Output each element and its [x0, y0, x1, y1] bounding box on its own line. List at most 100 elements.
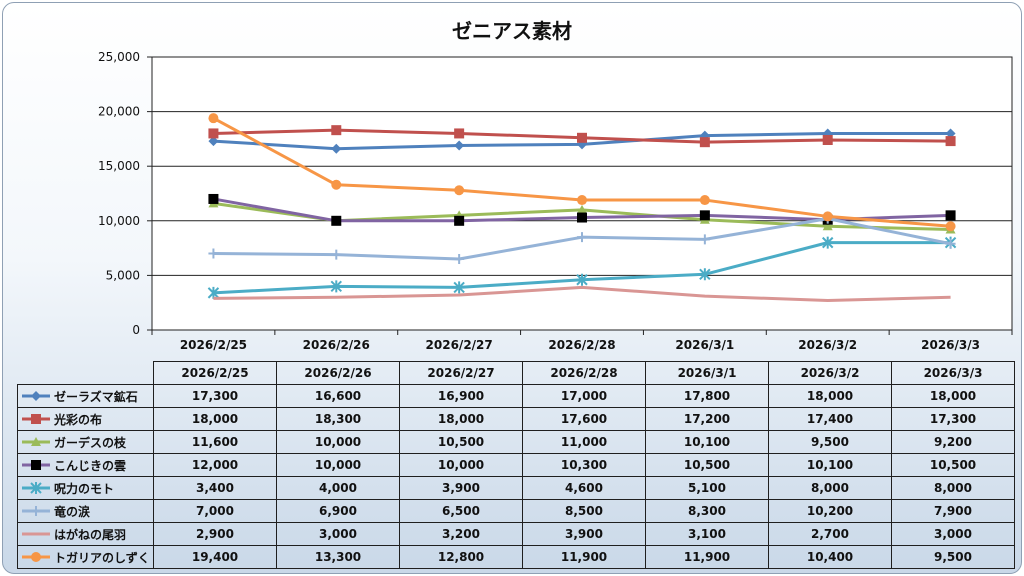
legend-key: [22, 482, 50, 494]
table-cell: 6,900: [276, 499, 400, 523]
series-name: 光彩の布: [54, 412, 103, 427]
table-cell: 10,500: [399, 430, 523, 454]
legend-key: [22, 460, 50, 470]
legend-key: [22, 391, 50, 401]
data-point: [31, 506, 41, 516]
legend-key: [22, 506, 50, 516]
data-point: [331, 179, 342, 190]
table-cell: 10,000: [276, 453, 400, 477]
legend-entry: こんじきの雲: [17, 453, 154, 477]
table-cell: 8,000: [891, 476, 1015, 500]
x-tick-label: 2026/2/26: [303, 338, 370, 352]
data-point: [208, 128, 219, 139]
table-cell: 2,900: [153, 522, 277, 546]
table-cell: 12,000: [153, 453, 277, 477]
table-cell: 17,800: [645, 384, 769, 408]
table-cell: 8,300: [645, 499, 769, 523]
legend-entry: 呪力のモト: [17, 476, 154, 500]
data-point: [208, 193, 219, 204]
data-point: [945, 238, 956, 249]
table-cell: 11,900: [645, 545, 769, 569]
series-7: [213, 285, 951, 303]
table-cell: 3,100: [645, 522, 769, 546]
data-point: [454, 140, 465, 151]
table-cell: 17,300: [891, 407, 1015, 431]
table-cell: 3,400: [153, 476, 277, 500]
y-tick-label: 5,000: [106, 268, 140, 282]
series-2: [208, 125, 956, 148]
data-point: [945, 210, 956, 221]
data-point: [453, 281, 465, 294]
data-point: [822, 236, 834, 249]
table-cell: 10,400: [768, 545, 892, 569]
data-point: [577, 212, 587, 223]
data-point: [208, 136, 219, 147]
data-point: [454, 185, 465, 196]
data-point: [945, 221, 956, 232]
chart-title: ゼニアス素材: [452, 19, 572, 43]
data-point: [331, 215, 342, 226]
table-cell: 11,000: [522, 430, 646, 454]
series-name: こんじきの雲: [54, 458, 127, 473]
data-point: [822, 134, 833, 145]
table-cell: 5,100: [645, 476, 769, 500]
data-table-header: 2026/2/25 2026/2/26 2026/2/27 2026/2/28 2026…: [17, 361, 1015, 385]
y-tick-label: 0: [132, 323, 140, 337]
table-cell: 10,200: [768, 499, 892, 523]
table-cell: 18,000: [399, 407, 523, 431]
table-cell: 18,000: [891, 384, 1015, 408]
data-table-corner: [17, 361, 154, 385]
data-point: [577, 195, 587, 206]
x-tick-label: 2026/2/28: [548, 338, 615, 352]
table-row: こんじきの雲 12,000 10,000 10,000 10,300 10,500 10,1…: [17, 453, 1015, 477]
data-point: [945, 128, 956, 139]
data-point: [31, 437, 41, 446]
data-point: [822, 221, 833, 231]
table-cell: 10,100: [645, 430, 769, 454]
legend-key: [22, 552, 50, 562]
y-tick-label: 20,000: [98, 105, 140, 119]
data-point: [454, 254, 465, 265]
y-tick-label: 10,000: [98, 214, 140, 228]
table-cell: 7,000: [153, 499, 277, 523]
chart-plot: 0 5,000 10,000 15,000 20,000 25,000 2026/2/25 2…: [98, 50, 1013, 352]
legend-entry: 竜の涙: [17, 499, 154, 523]
table-cell: 8,500: [522, 499, 646, 523]
table-cell: 11,600: [153, 430, 277, 454]
table-cell: 3,000: [891, 522, 1015, 546]
table-cell: 3,200: [399, 522, 523, 546]
table-cell: 16,900: [399, 384, 523, 408]
table-column-header: 2026/3/2: [768, 361, 892, 385]
data-point: [577, 232, 587, 243]
legend-entry: トガリアのしずく: [17, 545, 154, 569]
data-point: [330, 280, 342, 293]
table-column-header: 2026/2/27: [399, 361, 523, 385]
data-point: [331, 143, 342, 154]
data-point: [699, 234, 710, 245]
table-cell: 12,800: [399, 545, 523, 569]
y-tick-label: 25,000: [98, 50, 140, 64]
table-row: 光彩の布 18,000 18,300 18,000 17,600 17,200 17,400…: [17, 407, 1015, 431]
x-tick-label: 2026/3/3: [921, 338, 980, 352]
table-cell: 6,500: [399, 499, 523, 523]
data-point: [30, 482, 42, 494]
table-cell: 2,700: [768, 522, 892, 546]
table-cell: 9,200: [891, 430, 1015, 454]
table-cell: 9,500: [891, 545, 1015, 569]
data-point: [331, 249, 342, 260]
table-cell: 10,000: [276, 430, 400, 454]
table-cell: 3,000: [276, 522, 400, 546]
legend-entry: 光彩の布: [17, 407, 154, 431]
data-table: 2026/2/25 2026/2/26 2026/2/27 2026/2/28 2026…: [17, 361, 1015, 569]
table-cell: 18,000: [153, 407, 277, 431]
table-cell: 18,300: [276, 407, 400, 431]
data-point: [577, 204, 587, 214]
table-column-header: 2026/2/28: [522, 361, 646, 385]
table-cell: 18,000: [768, 384, 892, 408]
x-tick-label: 2026/3/2: [798, 338, 857, 352]
table-cell: 10,100: [768, 453, 892, 477]
series-name: トガリアのしずく: [54, 550, 150, 565]
legend-entry: ガーデスの枝: [17, 430, 154, 454]
series-name: 竜の涙: [54, 504, 91, 519]
